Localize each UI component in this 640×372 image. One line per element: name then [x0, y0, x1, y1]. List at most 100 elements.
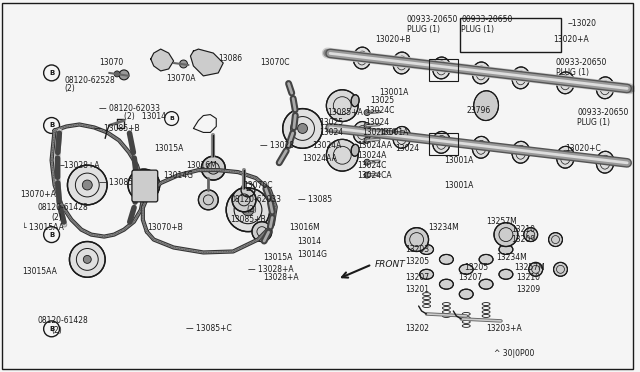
Text: 13020+A: 13020+A — [554, 35, 589, 44]
Ellipse shape — [499, 269, 513, 279]
Circle shape — [326, 140, 358, 171]
Text: 13210: 13210 — [516, 273, 540, 282]
Text: 13001A: 13001A — [379, 88, 408, 97]
Text: 13024: 13024 — [395, 144, 419, 153]
Text: — 13085+C: — 13085+C — [99, 177, 145, 186]
Text: 13024C: 13024C — [357, 161, 387, 170]
Text: 13234M: 13234M — [496, 253, 527, 262]
Text: 13207: 13207 — [404, 273, 429, 282]
Text: 08120-62528: 08120-62528 — [65, 76, 115, 85]
Text: 13016M: 13016M — [290, 223, 321, 232]
Ellipse shape — [499, 244, 513, 254]
Circle shape — [180, 60, 188, 68]
Text: (2): (2) — [52, 326, 62, 335]
Text: 13070A: 13070A — [166, 74, 196, 83]
Text: — 13085+B: — 13085+B — [94, 124, 140, 133]
Text: 13070+B: 13070+B — [147, 223, 182, 232]
Text: 13001A: 13001A — [444, 156, 474, 165]
Text: 00933-20650: 00933-20650 — [407, 15, 458, 24]
Ellipse shape — [596, 151, 614, 173]
Text: 13086: 13086 — [218, 54, 243, 62]
Circle shape — [83, 256, 92, 263]
Ellipse shape — [479, 254, 493, 264]
Text: 00933-20650: 00933-20650 — [556, 58, 607, 67]
Text: 13257M: 13257M — [486, 217, 517, 226]
Circle shape — [298, 124, 308, 134]
Circle shape — [283, 109, 323, 148]
Circle shape — [364, 172, 370, 178]
Text: 13202: 13202 — [404, 324, 429, 333]
Circle shape — [114, 71, 120, 77]
Text: 13014G: 13014G — [298, 250, 328, 259]
Text: 13070C: 13070C — [243, 180, 273, 189]
Text: 13014: 13014 — [298, 237, 322, 246]
Text: — 13028+A: — 13028+A — [248, 265, 294, 274]
Text: 13015A: 13015A — [154, 144, 183, 153]
Circle shape — [119, 70, 129, 80]
Ellipse shape — [479, 279, 493, 289]
Text: 13207: 13207 — [458, 273, 483, 282]
Circle shape — [67, 165, 107, 205]
Ellipse shape — [353, 122, 371, 143]
Ellipse shape — [351, 95, 359, 107]
Text: B: B — [49, 122, 54, 128]
Text: 13025: 13025 — [319, 118, 344, 127]
Ellipse shape — [460, 264, 473, 274]
Text: 13070+A: 13070+A — [20, 190, 56, 199]
Text: 13085+B: 13085+B — [230, 215, 266, 224]
Circle shape — [364, 159, 370, 165]
Circle shape — [554, 262, 568, 276]
Text: 13205: 13205 — [464, 263, 488, 272]
Circle shape — [494, 223, 518, 247]
Text: (2): (2) — [65, 84, 76, 93]
Circle shape — [232, 188, 256, 212]
Circle shape — [529, 262, 543, 276]
Text: 13209: 13209 — [516, 285, 540, 294]
Text: (2): (2) — [52, 213, 62, 222]
Ellipse shape — [353, 47, 371, 69]
Text: 13024A: 13024A — [312, 141, 342, 150]
Text: 13210: 13210 — [511, 225, 535, 234]
Ellipse shape — [557, 146, 574, 168]
Text: 00933-20650: 00933-20650 — [461, 15, 513, 24]
Text: 13209: 13209 — [511, 235, 535, 244]
Circle shape — [128, 169, 160, 201]
Circle shape — [242, 204, 254, 216]
Ellipse shape — [472, 137, 490, 158]
Circle shape — [404, 228, 429, 251]
Circle shape — [70, 241, 105, 277]
Ellipse shape — [512, 141, 530, 163]
Ellipse shape — [440, 279, 453, 289]
Text: 13203+A: 13203+A — [486, 324, 522, 333]
Text: PLUG (1): PLUG (1) — [577, 118, 611, 127]
Text: — 13028: — 13028 — [260, 141, 294, 150]
Text: 13001A: 13001A — [444, 180, 474, 189]
Text: 13024: 13024 — [365, 118, 389, 127]
Circle shape — [364, 122, 370, 128]
Text: 00933-20650: 00933-20650 — [577, 108, 628, 117]
Text: 08120-62033: 08120-62033 — [230, 195, 281, 204]
Circle shape — [141, 182, 149, 190]
Text: 13257M: 13257M — [514, 263, 545, 272]
Ellipse shape — [596, 77, 614, 99]
Text: 13024AA: 13024AA — [303, 154, 337, 163]
Circle shape — [226, 188, 270, 232]
Text: 23796: 23796 — [467, 106, 490, 115]
Circle shape — [83, 180, 92, 190]
Ellipse shape — [351, 144, 359, 156]
Text: 08120-61428: 08120-61428 — [38, 203, 88, 212]
Text: PLUG (1): PLUG (1) — [556, 68, 589, 77]
Text: B: B — [169, 116, 174, 121]
Text: 13020+B: 13020+B — [375, 35, 411, 44]
Text: B: B — [49, 326, 54, 332]
Ellipse shape — [472, 62, 490, 84]
Text: 08120-61428: 08120-61428 — [38, 317, 88, 326]
Text: 13201: 13201 — [404, 285, 429, 294]
Circle shape — [364, 110, 370, 116]
Ellipse shape — [420, 269, 433, 279]
Text: — 08120-62033: — 08120-62033 — [99, 104, 160, 113]
Text: PLUG (1): PLUG (1) — [407, 25, 440, 34]
Text: 13025: 13025 — [370, 96, 394, 105]
Text: 13028+A: 13028+A — [263, 273, 298, 282]
Ellipse shape — [512, 67, 530, 89]
